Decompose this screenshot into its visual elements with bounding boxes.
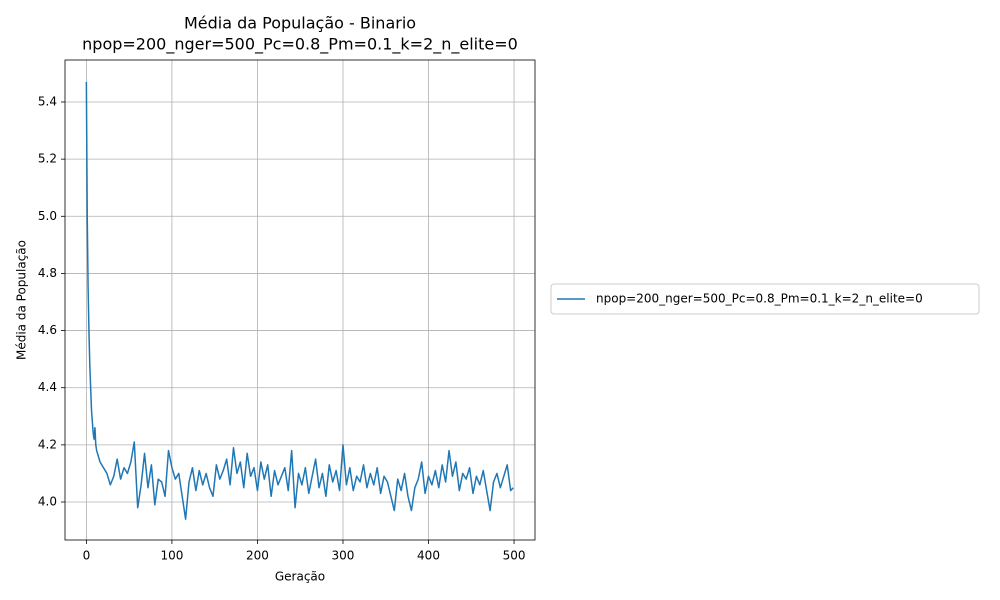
plot-frame [64, 59, 536, 541]
legend-box [550, 283, 980, 315]
x-tick-label: 500 [503, 549, 526, 563]
x-tick-label: 300 [332, 549, 355, 563]
y-tick-label: 4.2 [38, 437, 57, 451]
y-tick-label: 4.8 [38, 266, 57, 280]
chart-subtitle: npop=200_nger=500_Pc=0.8_Pm=0.1_k=2_n_el… [82, 35, 518, 55]
y-axis-label: Média da População [15, 240, 29, 360]
x-tick-label: 0 [83, 549, 91, 563]
y-tick-label: 4.4 [38, 380, 57, 394]
y-tick-label: 5.2 [38, 152, 57, 166]
y-tick-label: 5.4 [38, 95, 57, 109]
x-axis-label: Geração [275, 570, 325, 584]
legend-label: npop=200_nger=500_Pc=0.8_Pm=0.1_k=2_n_el… [596, 292, 923, 306]
x-tick-label: 100 [160, 549, 183, 563]
y-tick-label: 5.0 [38, 209, 57, 223]
y-tick-label: 4.0 [38, 495, 57, 509]
x-tick-label: 200 [246, 549, 269, 563]
legend: npop=200_nger=500_Pc=0.8_Pm=0.1_k=2_n_el… [550, 283, 980, 315]
chart-title: Média da População - Binario [184, 14, 416, 33]
y-tick-label: 4.6 [38, 323, 57, 337]
line [85, 81, 514, 520]
x-tick-label: 400 [417, 549, 440, 563]
